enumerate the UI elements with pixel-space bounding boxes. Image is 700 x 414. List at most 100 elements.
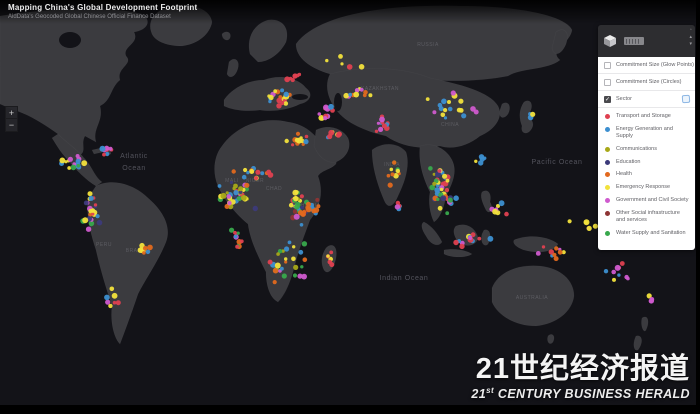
project-dot[interactable] [96,219,103,226]
project-dot[interactable] [280,266,284,271]
project-dot[interactable] [233,190,239,196]
project-dot[interactable] [295,131,301,136]
project-dot[interactable] [323,116,328,121]
zoom-out-button[interactable]: − [5,119,18,132]
project-dot[interactable] [459,243,465,250]
project-dot[interactable] [142,245,148,251]
project-dot[interactable] [294,137,300,143]
project-dot[interactable] [272,280,277,285]
project-dot[interactable] [323,104,329,111]
project-dot[interactable] [272,267,279,274]
project-dot[interactable] [284,76,291,83]
project-dot[interactable] [436,197,440,201]
project-dot[interactable] [267,172,274,178]
project-dot[interactable] [226,194,232,199]
project-dot[interactable] [244,182,250,188]
project-dot[interactable] [301,142,305,146]
project-dot[interactable] [59,157,66,164]
project-dot[interactable] [368,93,373,98]
project-dot[interactable] [291,256,296,262]
project-dot[interactable] [233,230,237,235]
project-dot[interactable] [293,213,300,220]
project-dot[interactable] [268,94,274,101]
project-dot[interactable] [301,241,308,247]
project-dot[interactable] [112,300,117,305]
project-dot[interactable] [284,260,288,264]
project-dot[interactable] [76,163,81,168]
project-dot[interactable] [267,259,273,265]
map-dots[interactable] [59,54,655,309]
project-dot[interactable] [386,173,391,178]
project-dot[interactable] [83,200,89,206]
project-dot[interactable] [254,176,259,181]
project-dot[interactable] [445,178,450,183]
project-dot[interactable] [292,209,298,214]
project-dot[interactable] [619,261,625,266]
project-dot[interactable] [359,87,364,92]
project-dot[interactable] [548,249,554,255]
project-dot[interactable] [284,257,288,261]
project-dot[interactable] [614,264,621,271]
project-dot[interactable] [492,208,498,215]
checkbox-unchecked-icon[interactable] [604,61,611,69]
project-dot[interactable] [442,173,448,179]
project-dot[interactable] [292,73,298,79]
project-dot[interactable] [303,139,309,145]
project-dot[interactable] [374,129,379,133]
project-dot[interactable] [329,250,334,255]
project-dot[interactable] [283,101,289,106]
project-dot[interactable] [287,240,292,245]
project-dot[interactable] [111,292,118,299]
project-dot[interactable] [362,93,367,98]
project-dot[interactable] [142,251,146,255]
project-dot[interactable] [393,173,399,179]
project-dot[interactable] [389,167,394,172]
project-dot[interactable] [394,204,401,210]
project-dot[interactable] [93,203,98,207]
project-dot[interactable] [390,172,395,177]
project-dot[interactable] [343,92,350,99]
project-dot[interactable] [541,245,546,249]
project-dot[interactable] [108,303,113,309]
project-dot[interactable] [233,234,238,239]
project-dot[interactable] [147,244,153,251]
project-dot[interactable] [67,156,73,162]
project-dot[interactable] [236,196,242,202]
project-dot[interactable] [217,184,222,188]
widget-menu-icon[interactable]: ▫ [689,27,692,33]
project-dot[interactable] [244,187,249,192]
project-dot[interactable] [429,184,436,191]
project-dot[interactable] [363,90,368,95]
project-dot[interactable] [453,195,459,201]
project-dot[interactable] [646,293,652,299]
project-dot[interactable] [381,123,387,129]
project-dot[interactable] [235,244,240,249]
project-dot[interactable] [478,160,484,166]
project-dot[interactable] [227,200,232,206]
project-dot[interactable] [246,170,250,175]
project-dot[interactable] [88,195,94,201]
project-dot[interactable] [445,211,450,216]
project-dot[interactable] [346,64,353,70]
widget-collapse-up-icon[interactable]: ▴ [689,34,692,40]
project-dot[interactable] [439,187,444,192]
project-dot[interactable] [105,299,111,305]
project-dot[interactable] [277,249,283,254]
project-dot[interactable] [432,181,437,186]
project-dot[interactable] [305,206,312,213]
layer-checkbox-row[interactable]: Commitment Size (Circles) [598,74,695,91]
project-dot[interactable] [75,158,81,164]
project-dot[interactable] [395,168,400,174]
project-dot[interactable] [81,160,88,167]
project-dot[interactable] [297,72,302,77]
project-dot[interactable] [428,166,433,171]
project-dot[interactable] [477,236,482,241]
project-dot[interactable] [440,195,447,202]
project-dot[interactable] [229,227,235,233]
project-dot[interactable] [611,269,616,275]
project-dot[interactable] [328,129,335,136]
project-dot[interactable] [328,103,334,110]
project-dot[interactable] [447,197,453,203]
project-dot[interactable] [238,190,243,195]
widget-collapse-down-icon[interactable]: ▾ [689,41,692,47]
